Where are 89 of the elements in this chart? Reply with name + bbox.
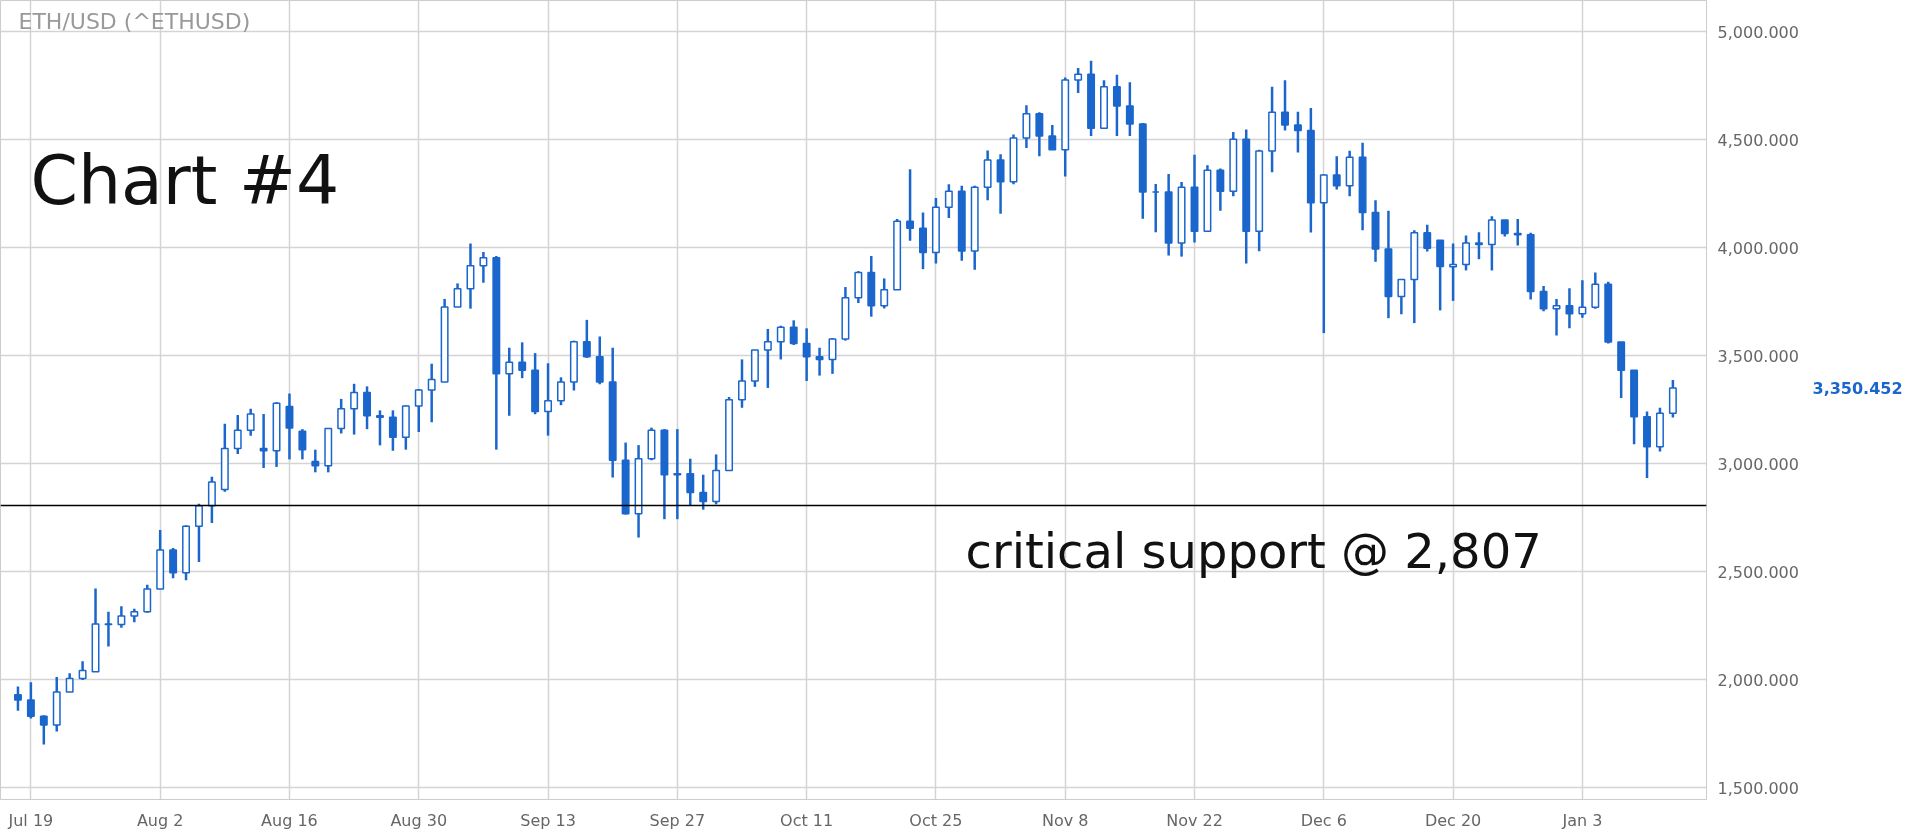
candlestick [906,167,915,243]
candlestick [375,409,384,447]
candlestick [246,407,255,437]
candlestick [789,319,798,347]
candlestick [311,448,320,474]
candlestick [453,282,462,309]
x-tick-label: Dec 20 [1424,810,1482,830]
candlestick [363,385,372,431]
candlestick [815,346,824,377]
candlestick [1293,110,1302,154]
candlestick [1397,278,1406,316]
candlestick [78,660,87,682]
y-tick-label: 1,500.000 [1717,778,1799,798]
candlestick [880,277,889,310]
candlestick [582,318,591,360]
x-tick-label: Nov 22 [1166,810,1223,830]
candlestick [143,583,152,614]
candlestick [1552,297,1561,337]
candlestick [427,362,436,424]
x-tick-label: Sep 13 [520,810,576,830]
candlestick [1591,271,1600,310]
candlestick [1074,66,1083,95]
candlestick [1048,123,1057,151]
candlestick [65,671,74,694]
x-tick-label: Oct 11 [780,810,834,830]
candlestick [1449,242,1458,303]
y-tick-label: 4,500.000 [1717,130,1799,150]
x-tick-label: Sep 27 [649,810,706,830]
candlestick [996,153,1005,215]
candlestick [466,242,475,310]
ref-line-label: critical support @ 2,807 [965,523,1542,580]
candlestick [26,680,35,720]
candlestick [1216,167,1225,213]
candlestick [557,376,565,407]
y-tick-label: 5,000.000 [1717,22,1799,42]
candlestick [505,346,514,418]
x-tick-label: Aug 30 [390,810,448,830]
candlestick [1281,78,1289,132]
candlestick [479,250,488,284]
candlestick [776,324,785,361]
candlestick [337,397,346,435]
candlestick [1125,81,1134,138]
y-tick-label: 2,500.000 [1717,562,1799,582]
candlestick [738,358,746,410]
candlestick [233,413,242,456]
candlestick [1332,154,1341,191]
candlestick [699,473,708,511]
candlestick [117,604,126,630]
candlestick [104,610,113,648]
candlestick [13,685,22,712]
candlestick [1462,234,1470,272]
candlestick [1112,73,1121,138]
candlestick [686,457,695,508]
candlestick [414,387,423,434]
candlestick [1423,223,1432,253]
candlestick [285,392,294,461]
candlestick [544,362,553,437]
candlestick [518,341,527,380]
candlestick [763,327,772,390]
candlestick [944,183,953,220]
candlestick [1539,284,1548,313]
candlestick [298,427,307,461]
x-tick-label: Nov 8 [1041,810,1089,830]
candlestick [1474,230,1483,261]
candlestick [39,714,48,746]
candlestick [350,382,359,436]
chart-title: ETH/USD (^ETHUSD) [18,8,251,34]
y-tick-label: 3,500.000 [1717,346,1799,366]
candlestick [1565,286,1574,330]
candlestick [388,409,397,452]
x-tick-label: Aug 16 [261,810,318,830]
x-tick-label: Oct 25 [909,810,963,830]
candlestick [194,502,203,564]
x-tick-label: Jul 19 [7,810,54,830]
candlestick [828,336,837,376]
candlestick [802,327,811,383]
candlestick [207,475,216,525]
candlestick [1513,217,1522,247]
y-tick-label: 4,000.000 [1717,238,1799,258]
x-tick-label: Dec 6 [1300,810,1347,830]
x-tick-label: Jan 3 [1561,810,1603,830]
y-tick-label: 2,000.000 [1717,670,1799,690]
y-tick-label: 3,000.000 [1717,454,1799,474]
text: 3,350.452 [1812,379,1903,399]
candlestick [1035,110,1044,158]
candlestick [1578,278,1587,319]
annotation: Chart #4 [30,140,340,220]
x-tick-label: Aug 2 [136,810,184,830]
candlestick [169,546,178,580]
